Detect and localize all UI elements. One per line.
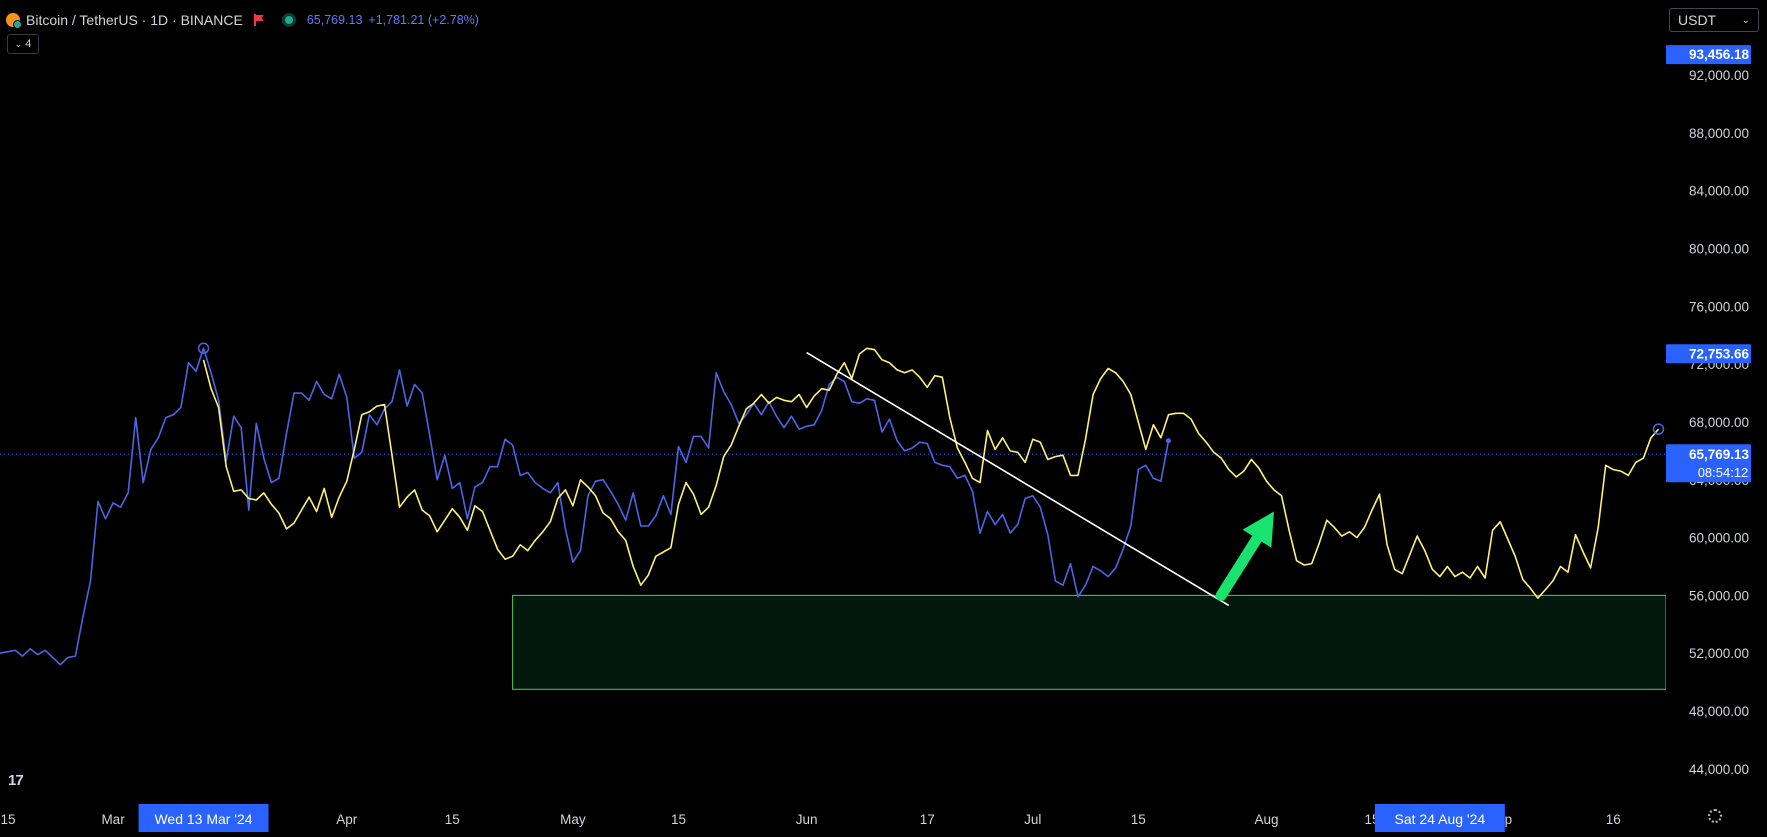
bar-countdown-label: 08:54:12 <box>1698 465 1749 480</box>
crosshair-date-label: Wed 13 Mar '24 <box>154 811 252 827</box>
price-tick-label: 44,000.00 <box>1689 762 1749 777</box>
price-label: 93,456.18 <box>1689 47 1750 62</box>
price-tick-label: 52,000.00 <box>1689 646 1749 661</box>
time-tick-label: 17 <box>920 812 935 827</box>
bitcoin-logo-icon <box>6 13 22 29</box>
indicator-count: 4 <box>25 38 32 50</box>
support-zone-rectangle[interactable] <box>512 594 1667 690</box>
drawing-layer <box>806 351 1274 607</box>
price-tick-label: 88,000.00 <box>1689 126 1749 141</box>
price-tick-label: 56,000.00 <box>1689 588 1749 603</box>
indicators-collapse-button[interactable]: ⌄ 4 <box>7 34 39 54</box>
time-tick-label: 15 <box>1131 812 1146 827</box>
price-axis-labels: 44,000.00 48,000.00 52,000.00 56,000.00 60,0… <box>1666 45 1751 777</box>
price-tick-label: 84,000.00 <box>1689 184 1749 199</box>
tradingview-logo-icon[interactable]: 17 <box>8 772 24 789</box>
crosshair-point-marker <box>197 342 210 355</box>
descending-trendline[interactable] <box>806 351 1230 607</box>
current-price-label: 65,769.13 <box>1689 447 1750 462</box>
time-tick-label: Aug <box>1254 812 1278 827</box>
price-tick-label: 48,000.00 <box>1689 704 1749 719</box>
price-label: 72,753.66 <box>1689 346 1750 361</box>
last-price-dot <box>1165 438 1171 444</box>
crosshair-date-label-bg <box>138 804 269 832</box>
price-axis[interactable] <box>1666 0 1767 802</box>
up-arrow-icon[interactable] <box>1242 511 1274 548</box>
price-tick-label: 60,000.00 <box>1689 531 1749 546</box>
support-zone-layer <box>512 594 1667 690</box>
time-tick-label: 15 <box>0 812 15 827</box>
symbol-legend: Bitcoin / TetherUS · 1D · BINANCE 65,769… <box>6 10 479 30</box>
price-tick-label: 80,000.00 <box>1689 242 1749 257</box>
time-tick-label: May <box>560 812 586 827</box>
price-label-bg <box>1666 344 1751 364</box>
market-open-status-icon <box>284 16 293 24</box>
chevron-down-icon: ⌄ <box>14 38 23 49</box>
price-change: +1,781.21 (+2.78%) <box>368 13 479 27</box>
time-tick-label: 15 <box>445 812 460 827</box>
btc-price-line[interactable] <box>0 347 1170 666</box>
projection-end-marker <box>1652 423 1665 435</box>
time-tick-label: 16 <box>1606 812 1621 827</box>
series-layer <box>0 342 1665 666</box>
chevron-down-icon: ⌄ <box>1741 14 1750 26</box>
time-tick-label: Apr <box>336 812 358 827</box>
fractal-projection-line[interactable] <box>202 347 1660 599</box>
flag-icon[interactable] <box>253 14 265 26</box>
range-end-date-label: Sat 24 Aug '24 <box>1395 811 1486 827</box>
time-axis-labels: 15MarApr15May15Jun17Jul15Aug15Sep16Wed 1… <box>0 804 1621 832</box>
price-label-bg <box>1666 45 1751 65</box>
currency-value: USDT <box>1678 12 1717 28</box>
time-tick-label: Jun <box>796 812 818 827</box>
price-tick-label: 68,000.00 <box>1689 415 1749 430</box>
symbol-title[interactable]: Bitcoin / TetherUS · 1D · BINANCE <box>26 12 243 28</box>
time-tick-label: Jul <box>1024 812 1041 827</box>
currency-select[interactable]: USDT ⌄ <box>1669 8 1759 32</box>
up-arrow-shaft[interactable] <box>1215 533 1263 601</box>
range-end-date-label-bg <box>1374 804 1505 832</box>
current-price-label-bg <box>1666 444 1751 483</box>
price-tick-label: 76,000.00 <box>1689 299 1749 314</box>
price-tick-label: 92,000.00 <box>1689 68 1749 83</box>
time-tick-label: 15 <box>671 812 686 827</box>
last-price: 65,769.13 <box>306 13 363 27</box>
time-tick-label: Mar <box>101 812 125 827</box>
gear-icon[interactable] <box>1708 809 1722 823</box>
